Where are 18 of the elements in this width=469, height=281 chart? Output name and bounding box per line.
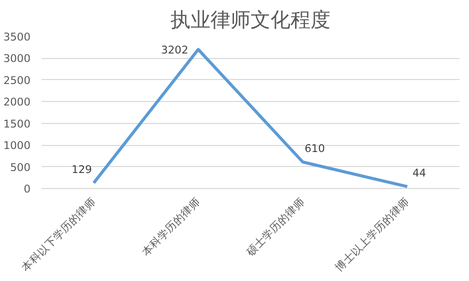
data-label: 3202 (161, 43, 188, 56)
y-tick-label: 500 (10, 160, 31, 174)
y-tick-label: 1500 (3, 117, 31, 130)
data-label: 129 (72, 162, 92, 176)
y-tick-label: 2000 (3, 96, 31, 109)
y-tick-label: 0 (24, 182, 31, 196)
line-series (92, 48, 409, 188)
chart-title: 执业律师文化程度 (170, 8, 330, 32)
x-tick-label: 本科学历的律师 (139, 194, 203, 259)
x-tick-label: 硕士学历的律师 (243, 194, 308, 260)
data-label: 44 (412, 166, 426, 180)
y-tick-label: 2500 (3, 74, 31, 87)
x-tick-label: 本科以下学历的律师 (19, 194, 98, 274)
y-tick-label: 1000 (3, 139, 31, 152)
y-tick-label: 3500 (3, 30, 31, 44)
y-tick-label: 3000 (3, 52, 31, 66)
x-tick-label: 博士以上学历的律师 (332, 194, 412, 274)
data-label: 610 (304, 142, 326, 156)
